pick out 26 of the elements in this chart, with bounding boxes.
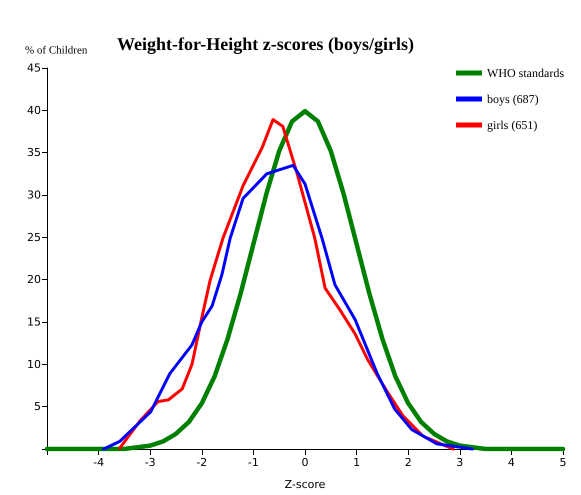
y-axis-title: % of Children — [25, 44, 88, 56]
x-tick-label: -2 — [196, 456, 208, 469]
legend-label: boys (687) — [487, 92, 539, 106]
legend-label: girls (651) — [487, 118, 538, 132]
y-tick-label: 45 — [27, 62, 41, 74]
y-tick-label: 5 — [34, 400, 41, 414]
x-tick-label: 3 — [456, 456, 464, 469]
y-tick-label: 10 — [27, 358, 41, 371]
legend-label: WHO standards — [487, 66, 564, 80]
x-tick-label: 2 — [404, 456, 412, 469]
y-tick-label: 30 — [27, 188, 41, 202]
x-tick-label: -4 — [93, 456, 104, 469]
x-axis-title: Z-score — [284, 478, 326, 491]
x-tick-label: 1 — [353, 456, 360, 469]
line-series — [102, 164, 474, 450]
y-tick-label: 20 — [27, 273, 41, 286]
x-tick-label: -3 — [144, 456, 156, 469]
y-tick-label: 40 — [27, 104, 41, 117]
y-tick-label: 15 — [27, 316, 41, 328]
x-tick-label: -1 — [248, 456, 259, 469]
x-tick-label: 4 — [508, 456, 515, 469]
y-tick-label: 35 — [27, 146, 41, 160]
x-tick-label: 5 — [560, 456, 566, 469]
chart-title: Weight-for-Height z-scores (boys/girls) — [117, 34, 414, 54]
y-tick-label: 25 — [27, 230, 41, 244]
x-tick-label: 0 — [302, 456, 308, 469]
